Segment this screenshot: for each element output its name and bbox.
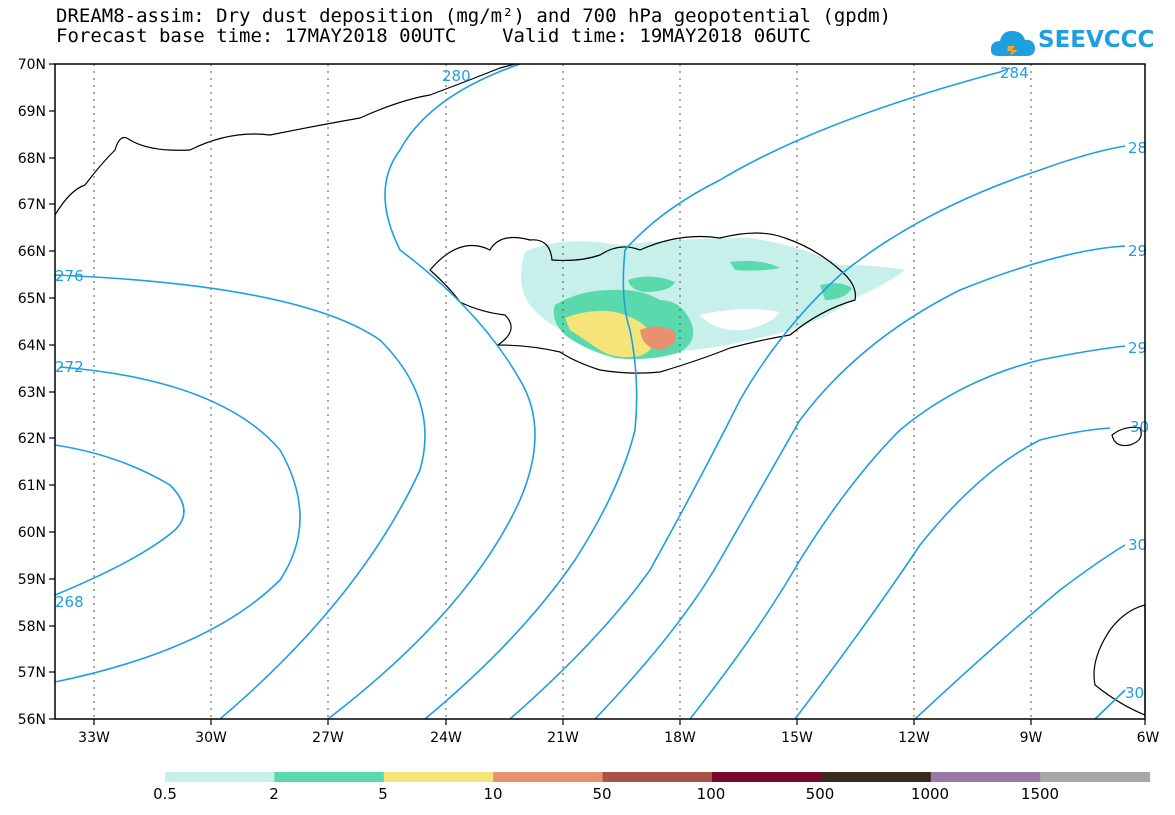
dust-shading [521,238,905,360]
lat-label: 70N [18,57,46,73]
lat-label: 59N [18,572,46,588]
legend-label: 1500 [1020,785,1060,803]
contour-label: 30 [1130,418,1149,436]
cloud-icon [990,31,1035,56]
lat-label: 67N [18,197,46,213]
contour-label: 276 [55,267,84,285]
latitude-labels: 70N 69N 68N 67N 66N 65N 64N 63N 62N 61N … [18,57,46,728]
legend-swatch [274,772,385,782]
legend-label: 5 [378,785,388,803]
contour-label: 29 [1128,339,1147,357]
lat-label: 69N [18,104,46,120]
legend-swatch [493,772,604,782]
lon-label: 6W [1137,730,1160,746]
lon-label: 18W [664,730,696,746]
contour-label: 268 [55,593,84,611]
contour-label: 284 [1000,64,1029,82]
map-frame [54,63,1146,720]
graticule [93,64,1032,719]
lon-label: 30W [195,730,227,746]
legend-swatch [930,772,1041,782]
map-subtitle: Forecast base time: 17MAY2018 00UTC Vali… [56,25,811,47]
map-title: DREAM8-assim: Dry dust deposition (mg/m²… [56,5,892,27]
lat-label: 62N [18,431,46,447]
legend-swatch [712,772,822,782]
legend-swatch [383,772,494,782]
lat-label: 66N [18,244,46,260]
coastlines [54,63,1146,716]
logo-text: SEEVCCC [1038,27,1155,53]
legend-swatch [821,772,932,782]
contour-label: 29 [1128,242,1147,260]
contour-label: 30 [1125,684,1144,702]
lat-label: 63N [18,385,46,401]
lon-label: 27W [312,730,344,746]
lat-label: 58N [18,619,46,635]
contour-label: 280 [442,67,471,85]
lat-label: 68N [18,151,46,167]
tick-marks [49,63,1146,725]
legend-colorbar [165,772,1151,782]
contour-label: 30 [1128,536,1147,554]
legend-swatch [165,772,275,782]
lat-label: 60N [18,525,46,541]
legend-label: 1000 [910,785,950,803]
lat-label: 56N [18,712,46,728]
legend-swatch [1040,772,1151,782]
lon-label: 15W [781,730,813,746]
contour-labels: 280 284 28 276 29 272 29 30 268 30 30 [55,64,1149,702]
lon-label: 21W [547,730,579,746]
lon-label: 24W [430,730,462,746]
lat-label: 61N [18,478,46,494]
lon-label: 9W [1020,730,1043,746]
lon-label: 12W [898,730,930,746]
longitude-labels: 33W 30W 27W 24W 21W 18W 15W 12W 9W 6W [78,730,1159,746]
lat-label: 65N [18,291,46,307]
contour-label: 272 [55,358,84,376]
legend-label: 0.5 [153,785,177,803]
legend-label: 50 [592,785,612,803]
lat-label: 57N [18,665,46,681]
lon-label: 33W [78,730,110,746]
contour-label: 28 [1128,139,1147,157]
geopotential-contours [54,63,1126,720]
lat-label: 64N [18,338,46,354]
legend-swatch [602,772,713,782]
legend-label: 2 [269,785,279,803]
legend-label: 10 [483,785,503,803]
legend-label: 500 [805,785,835,803]
legend-label: 100 [696,785,726,803]
